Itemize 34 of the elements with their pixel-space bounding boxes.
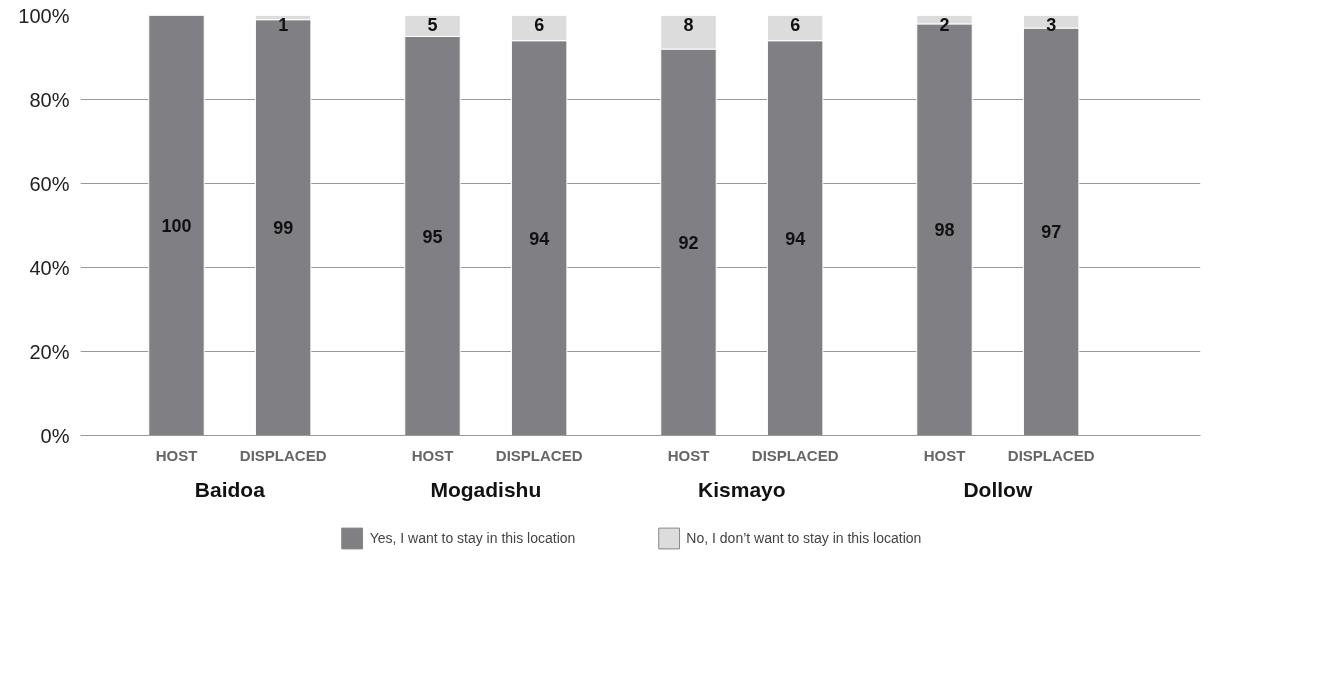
y-tick-label: 0% bbox=[40, 424, 70, 447]
legend-label: Yes, I want to stay in this location bbox=[369, 530, 576, 546]
data-label: 92 bbox=[678, 232, 699, 253]
y-tick-label: 40% bbox=[29, 256, 70, 279]
data-label: 95 bbox=[422, 226, 443, 247]
x-tick-label: HOST bbox=[155, 446, 198, 464]
x-tick-label: HOST bbox=[923, 446, 966, 464]
data-label: 1 bbox=[278, 15, 289, 36]
data-label: 99 bbox=[273, 218, 294, 239]
y-tick-label: 100% bbox=[18, 4, 70, 27]
data-label: 3 bbox=[1046, 15, 1057, 36]
y-tick-label: 20% bbox=[29, 340, 70, 363]
data-label: 100 bbox=[161, 216, 192, 236]
x-tick-label: HOST bbox=[667, 446, 710, 464]
data-label: 6 bbox=[790, 15, 801, 36]
y-tick-label: 60% bbox=[29, 172, 70, 195]
data-label: 97 bbox=[1041, 222, 1062, 243]
data-label: 8 bbox=[683, 15, 694, 36]
data-label: 5 bbox=[427, 15, 438, 36]
x-tick-label: HOST bbox=[411, 446, 454, 464]
data-label: 6 bbox=[534, 15, 545, 36]
data-label: 98 bbox=[934, 220, 955, 241]
legend-label: No, I don’t want to stay in this location bbox=[686, 530, 922, 546]
text: Kismayo bbox=[698, 477, 786, 501]
y-tick-label: 80% bbox=[29, 88, 70, 111]
text: Mogadishu bbox=[430, 477, 542, 501]
x-tick-label: DISPLACED bbox=[1007, 446, 1095, 464]
x-tick-label: DISPLACED bbox=[751, 446, 839, 464]
data-label: 94 bbox=[785, 228, 806, 249]
text: Baidoa bbox=[194, 477, 266, 501]
x-tick-label: DISPLACED bbox=[495, 446, 583, 464]
data-label: 94 bbox=[529, 228, 550, 249]
text: Dollow bbox=[963, 477, 1033, 501]
x-tick-label: DISPLACED bbox=[239, 446, 327, 464]
